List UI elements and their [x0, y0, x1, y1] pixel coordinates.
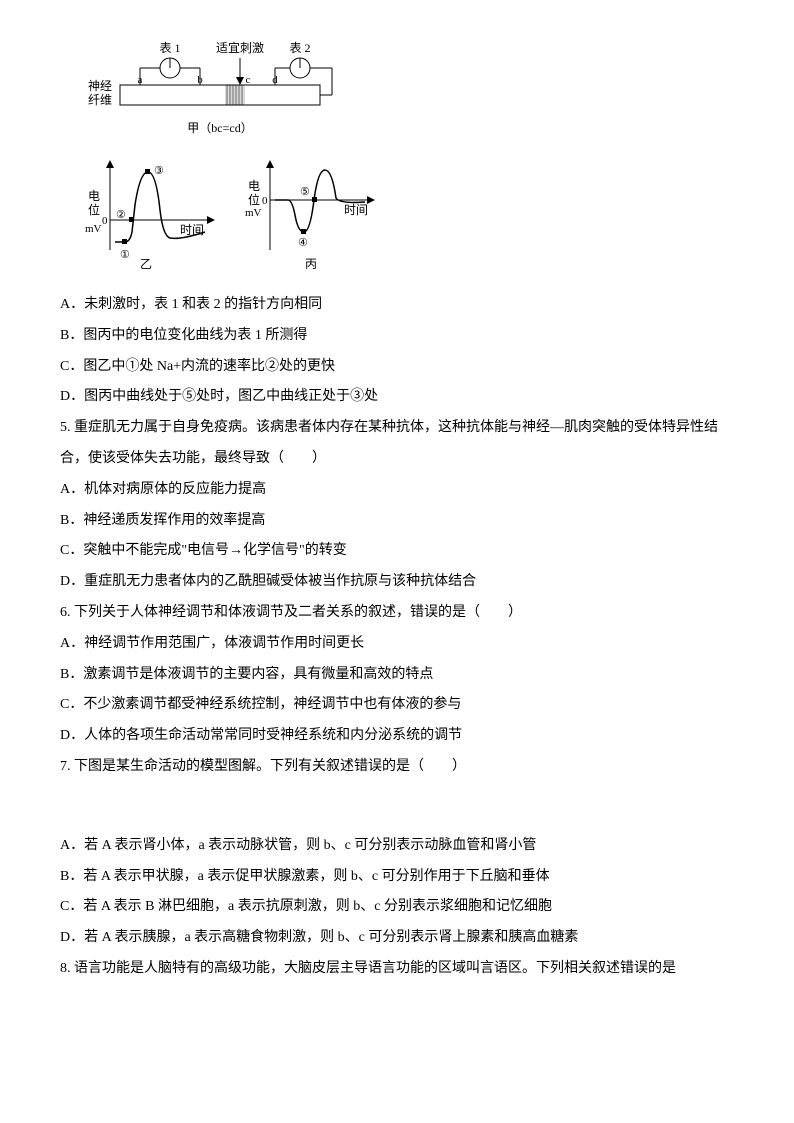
q7-stem: 7. 下图是某生命活动的模型图解。下列有关叙述错误的是（ ） — [60, 752, 734, 783]
q5-optA: A．机体对病原体的反应能力提高 — [60, 475, 734, 506]
q5-stem: 5. 重症肌无力属于自身免疫病。该病患者体内存在某种抗体，这种抗体能与神经—肌肉… — [60, 413, 734, 475]
q5-optC: C．突触中不能完成"电信号→化学信号"的转变 — [60, 536, 734, 567]
xlabel-bing: 时间 — [344, 203, 368, 217]
stimulus-label: 适宜刺激 — [216, 40, 264, 55]
q6-optB: B．激素调节是体液调节的主要内容，具有微量和高效的特点 — [60, 660, 734, 691]
q8-stem: 8. 语言功能是人脑特有的高级功能，大脑皮层主导语言功能的区域叫言语区。下列相关… — [60, 954, 734, 985]
q5-optD: D．重症肌无力患者体内的乙酰胆碱受体被当作抗原与该种抗体结合 — [60, 567, 734, 598]
meter2-label: 表 2 — [289, 41, 310, 55]
q7-optB: B．若 A 表示甲状腺，a 表示促甲状腺激素，则 b、c 可分别作用于下丘脑和垂… — [60, 862, 734, 893]
diagram-jia: 表 1 适宜刺激 表 2 a b c d 神 — [80, 40, 360, 140]
q4-optB: B．图丙中的电位变化曲线为表 1 所测得 — [60, 321, 734, 352]
q4-optC: C．图乙中①处 Na+内流的速率比②处的更快 — [60, 352, 734, 383]
yzero-bing: 0 — [262, 195, 268, 207]
point-d: d — [272, 74, 278, 86]
caption-jia: 甲（bc=cd） — [187, 121, 252, 135]
svg-text:位: 位 — [248, 192, 260, 207]
voltage-charts: 电 位 0 mV 时间 ① ② ③ 乙 电 位 0 mV 时间 ④ ⑤ 丙 — [80, 160, 734, 270]
nerve-label-1: 神经 — [88, 79, 112, 93]
q5-optB: B．神经递质发挥作用的效率提高 — [60, 506, 734, 537]
q6-stem: 6. 下列关于人体神经调节和体液调节及二者关系的叙述，错误的是（ ） — [60, 598, 734, 629]
meter1-label: 表 1 — [159, 41, 180, 55]
chart-yi: 电 位 0 mV 时间 ① ② ③ 乙 — [80, 160, 230, 270]
curve-bing — [275, 170, 365, 232]
pt1: ① — [120, 249, 130, 261]
q6-optA: A．神经调节作用范围广，体液调节作用时间更长 — [60, 629, 734, 660]
pt2: ② — [116, 209, 126, 221]
chart-bing: 电 位 0 mV 时间 ④ ⑤ 丙 — [240, 160, 390, 270]
q7-figure-placeholder — [60, 797, 734, 817]
q7-optD: D．若 A 表示胰腺，a 表示高糖食物刺激，则 b、c 可分别表示肾上腺素和胰高… — [60, 923, 734, 954]
point-a: a — [138, 74, 143, 86]
pt5: ⑤ — [300, 186, 310, 198]
q7-optC: C．若 A 表示 B 淋巴细胞，a 表示抗原刺激，则 b、c 分别表示浆细胞和记… — [60, 892, 734, 923]
nerve-fiber-diagram: 表 1 适宜刺激 表 2 a b c d 神 — [80, 40, 734, 140]
q6-optC: C．不少激素调节都受神经系统控制，神经调节中也有体液的参与 — [60, 690, 734, 721]
yunit-yi: mV — [85, 223, 102, 235]
stimulus-arrow — [236, 77, 244, 85]
point-c: c — [246, 74, 251, 86]
caption-bing: 丙 — [305, 257, 317, 270]
svg-text:位: 位 — [88, 202, 100, 217]
q7-optA: A．若 A 表示肾小体，a 表示动脉状管，则 b、c 可分别表示动脉血管和肾小管 — [60, 831, 734, 862]
yzero-yi: 0 — [102, 215, 108, 227]
pt4: ④ — [298, 237, 308, 249]
q4-optD: D．图丙中曲线处于⑤处时，图乙中曲线正处于③处 — [60, 382, 734, 413]
q4-optA: A．未刺激时，表 1 和表 2 的指针方向相同 — [60, 290, 734, 321]
svg-text:电: 电 — [248, 179, 260, 193]
yunit-bing: mV — [245, 207, 262, 219]
point-b: b — [197, 74, 203, 86]
nerve-fiber-rect — [120, 85, 320, 105]
q6-optD: D．人体的各项生命活动常常同时受神经系统和内分泌系统的调节 — [60, 721, 734, 752]
caption-yi: 乙 — [140, 257, 152, 270]
pt3: ③ — [154, 165, 164, 177]
xlabel-yi: 时间 — [180, 223, 204, 237]
nerve-label-2: 纤维 — [88, 93, 112, 107]
svg-text:电: 电 — [88, 189, 100, 203]
